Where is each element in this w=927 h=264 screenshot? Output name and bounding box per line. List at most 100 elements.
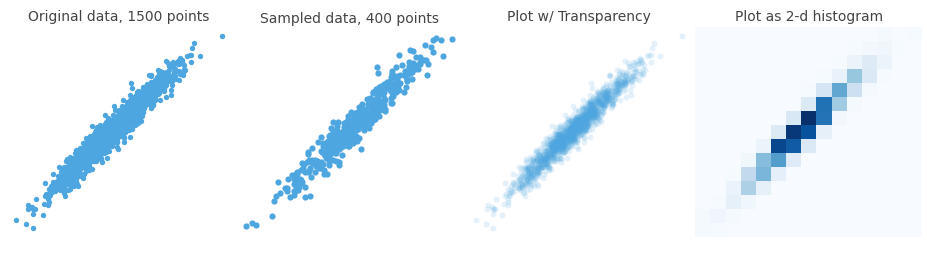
Point [552,139,567,143]
Point [122,106,137,110]
Point [397,89,412,94]
Point [574,121,589,125]
Point [124,111,139,115]
Point [159,70,173,74]
Point [89,145,104,149]
Point [622,64,637,69]
Point [573,125,588,129]
Point [145,100,159,104]
Point [544,152,559,156]
Point [95,142,110,146]
Point [603,73,617,78]
Point [125,103,140,108]
Point [544,139,559,144]
Point [600,98,615,102]
Point [578,115,592,119]
Point [544,144,559,148]
Point [343,137,358,142]
Point [563,135,578,139]
Point [129,103,144,108]
Point [576,119,590,123]
Point [557,126,572,130]
Point [150,81,165,85]
Point [494,213,509,217]
Point [128,105,143,109]
Point [102,135,117,139]
Point [116,126,131,130]
Point [120,107,134,111]
Point [547,140,562,144]
Point [608,91,623,96]
Point [111,109,126,114]
Point [89,145,104,149]
Point [108,131,122,135]
Point [87,145,102,149]
Point [533,165,548,169]
Point [525,158,540,162]
Point [524,176,539,180]
Point [140,85,155,89]
Point [121,106,136,111]
Point [125,98,140,102]
Point [540,142,555,146]
Point [346,127,361,131]
Point [66,166,81,170]
Point [565,131,579,135]
Point [92,150,107,154]
Point [578,118,592,122]
Point [548,142,563,146]
Point [153,83,168,87]
Point [425,38,440,43]
Point [91,132,106,136]
Point [568,135,583,139]
Point [570,126,585,130]
Point [531,169,546,174]
Point [114,126,129,131]
Point [366,105,381,110]
Point [545,147,560,151]
Point [90,136,105,141]
Point [98,142,113,146]
Point [111,120,126,124]
Point [108,127,123,131]
Point [75,157,90,161]
Point [119,110,133,115]
Point [62,181,77,185]
Point [88,140,103,145]
Point [561,136,576,140]
Point [70,171,85,175]
Point [154,80,169,84]
Point [322,152,337,157]
Point [179,54,194,58]
Point [90,138,105,142]
Point [526,184,540,188]
Point [96,151,111,155]
Point [114,127,129,131]
Point [621,64,636,69]
Point [559,130,574,134]
Point [86,142,101,146]
Point [125,96,140,100]
Point [165,74,180,78]
Point [112,125,127,129]
Point [554,135,569,139]
Point [105,121,120,125]
Point [556,129,571,133]
Point [126,114,141,118]
Point [580,115,595,119]
Point [581,112,596,117]
Point [552,146,567,150]
Point [127,106,142,110]
Point [530,162,545,166]
Point [561,130,576,134]
Point [120,106,134,110]
Point [488,197,502,201]
Point [569,118,584,122]
Point [323,141,337,145]
Point [579,116,594,120]
Point [90,139,105,143]
Point [77,141,92,145]
Point [627,67,641,71]
Point [78,162,93,166]
Point [118,106,133,110]
